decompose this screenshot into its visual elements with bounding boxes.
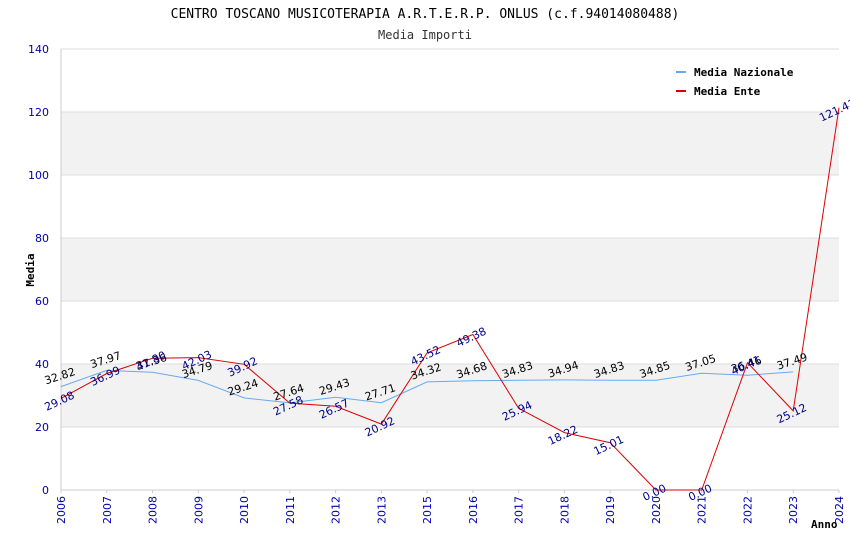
series-line (60, 369, 794, 404)
x-axis-title: Anno (811, 518, 838, 531)
x-tick-label: 2007 (101, 496, 114, 524)
x-tick-labels: 2006 2007 2008 2009 2010 2011 2012 2013 2015 2016… (55, 490, 846, 524)
x-tick-label: 2010 (238, 496, 251, 524)
legend-label: Media Nazionale (694, 66, 794, 79)
axes (60, 49, 839, 491)
x-tick-label: 2017 (513, 496, 526, 524)
x-tick-label: 2022 (741, 496, 754, 524)
band (61, 364, 839, 427)
y-tick-label: 0 (42, 484, 49, 497)
y-tick-label: 80 (35, 232, 49, 245)
y-tick-label: 100 (28, 169, 49, 182)
series-line (60, 107, 840, 491)
band (61, 238, 839, 301)
series-lines (60, 107, 840, 491)
x-tick-label: 2021 (696, 496, 709, 524)
background-bands (61, 112, 839, 427)
x-tick-label: 2008 (147, 496, 160, 524)
x-tick-label: 2023 (787, 496, 800, 524)
chart-subtitle: Media Importi (378, 28, 472, 42)
x-tick-label: 2015 (421, 496, 434, 524)
y-tick-label: 120 (28, 106, 49, 119)
x-tick-label: 2016 (467, 496, 480, 524)
legend: Media Nazionale Media Ente (676, 66, 794, 98)
x-tick-label: 2006 (55, 496, 68, 524)
y-tick-labels: 0 20 40 60 80 100 120 140 (28, 43, 49, 497)
legend-label: Media Ente (694, 85, 761, 98)
x-tick-label: 2009 (192, 496, 205, 524)
x-tick-label: 2018 (558, 496, 571, 524)
band (61, 112, 839, 175)
x-tick-label: 2024 (833, 496, 846, 524)
y-tick-label: 40 (35, 358, 49, 371)
data-label: 15.01 (592, 433, 626, 458)
x-tick-label: 2019 (604, 496, 617, 524)
data-label: 49.38 (454, 325, 488, 350)
y-tick-label: 60 (35, 295, 49, 308)
chart-title: CENTRO TOSCANO MUSICOTERAPIA A.R.T.E.R.P… (171, 7, 680, 22)
x-tick-label: 2012 (330, 496, 343, 524)
y-tick-label: 140 (28, 43, 49, 56)
x-tick-label: 2011 (284, 496, 297, 524)
x-tick-label: 2020 (650, 496, 663, 524)
y-tick-label: 20 (35, 421, 49, 434)
y-axis-title: Media (24, 253, 37, 286)
x-tick-label: 2013 (375, 496, 388, 524)
